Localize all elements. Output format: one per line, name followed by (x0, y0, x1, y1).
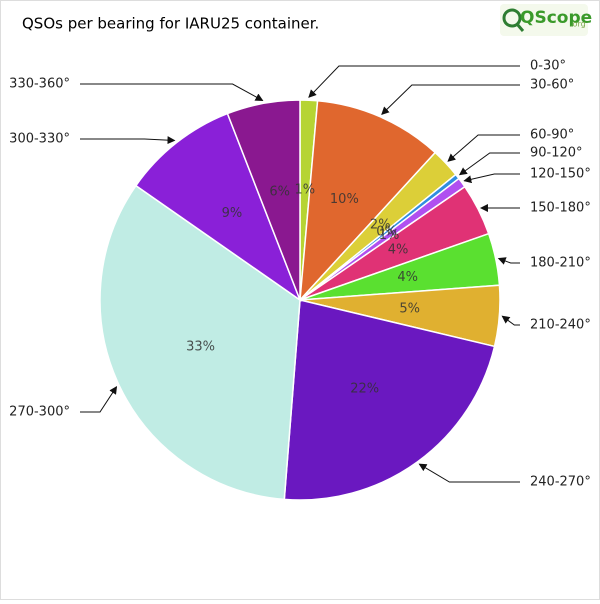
logo: QScope .org (500, 4, 592, 36)
category-label: 270-300° (9, 405, 70, 420)
category-label: 30-60° (530, 78, 574, 93)
category-label: 300-330° (9, 132, 70, 147)
category-label: 0-30° (530, 59, 566, 74)
slice-label: 6% (269, 184, 290, 199)
category-label: 60-90° (530, 128, 574, 143)
slice-label: 4% (397, 270, 418, 285)
slice-label: 9% (222, 206, 243, 221)
slice-label: 10% (330, 192, 359, 207)
category-label: 120-150° (530, 167, 591, 182)
slice-label: 1% (295, 183, 316, 198)
logo-suffix: .org (570, 20, 586, 29)
category-label: 90-120° (530, 146, 583, 161)
category-label: 240-270° (530, 475, 591, 490)
category-label: 210-240° (530, 318, 591, 333)
category-label: 150-180° (530, 201, 591, 216)
category-label: 330-360° (9, 77, 70, 92)
slice-label: 1% (379, 228, 400, 243)
chart-title: QSOs per bearing for IARU25 container. (22, 15, 319, 33)
slice-label: 22% (350, 381, 379, 396)
slice-label: 33% (186, 340, 215, 355)
slice-label: 5% (399, 301, 420, 316)
category-label: 180-210° (530, 256, 591, 271)
slice-label: 4% (388, 243, 409, 258)
